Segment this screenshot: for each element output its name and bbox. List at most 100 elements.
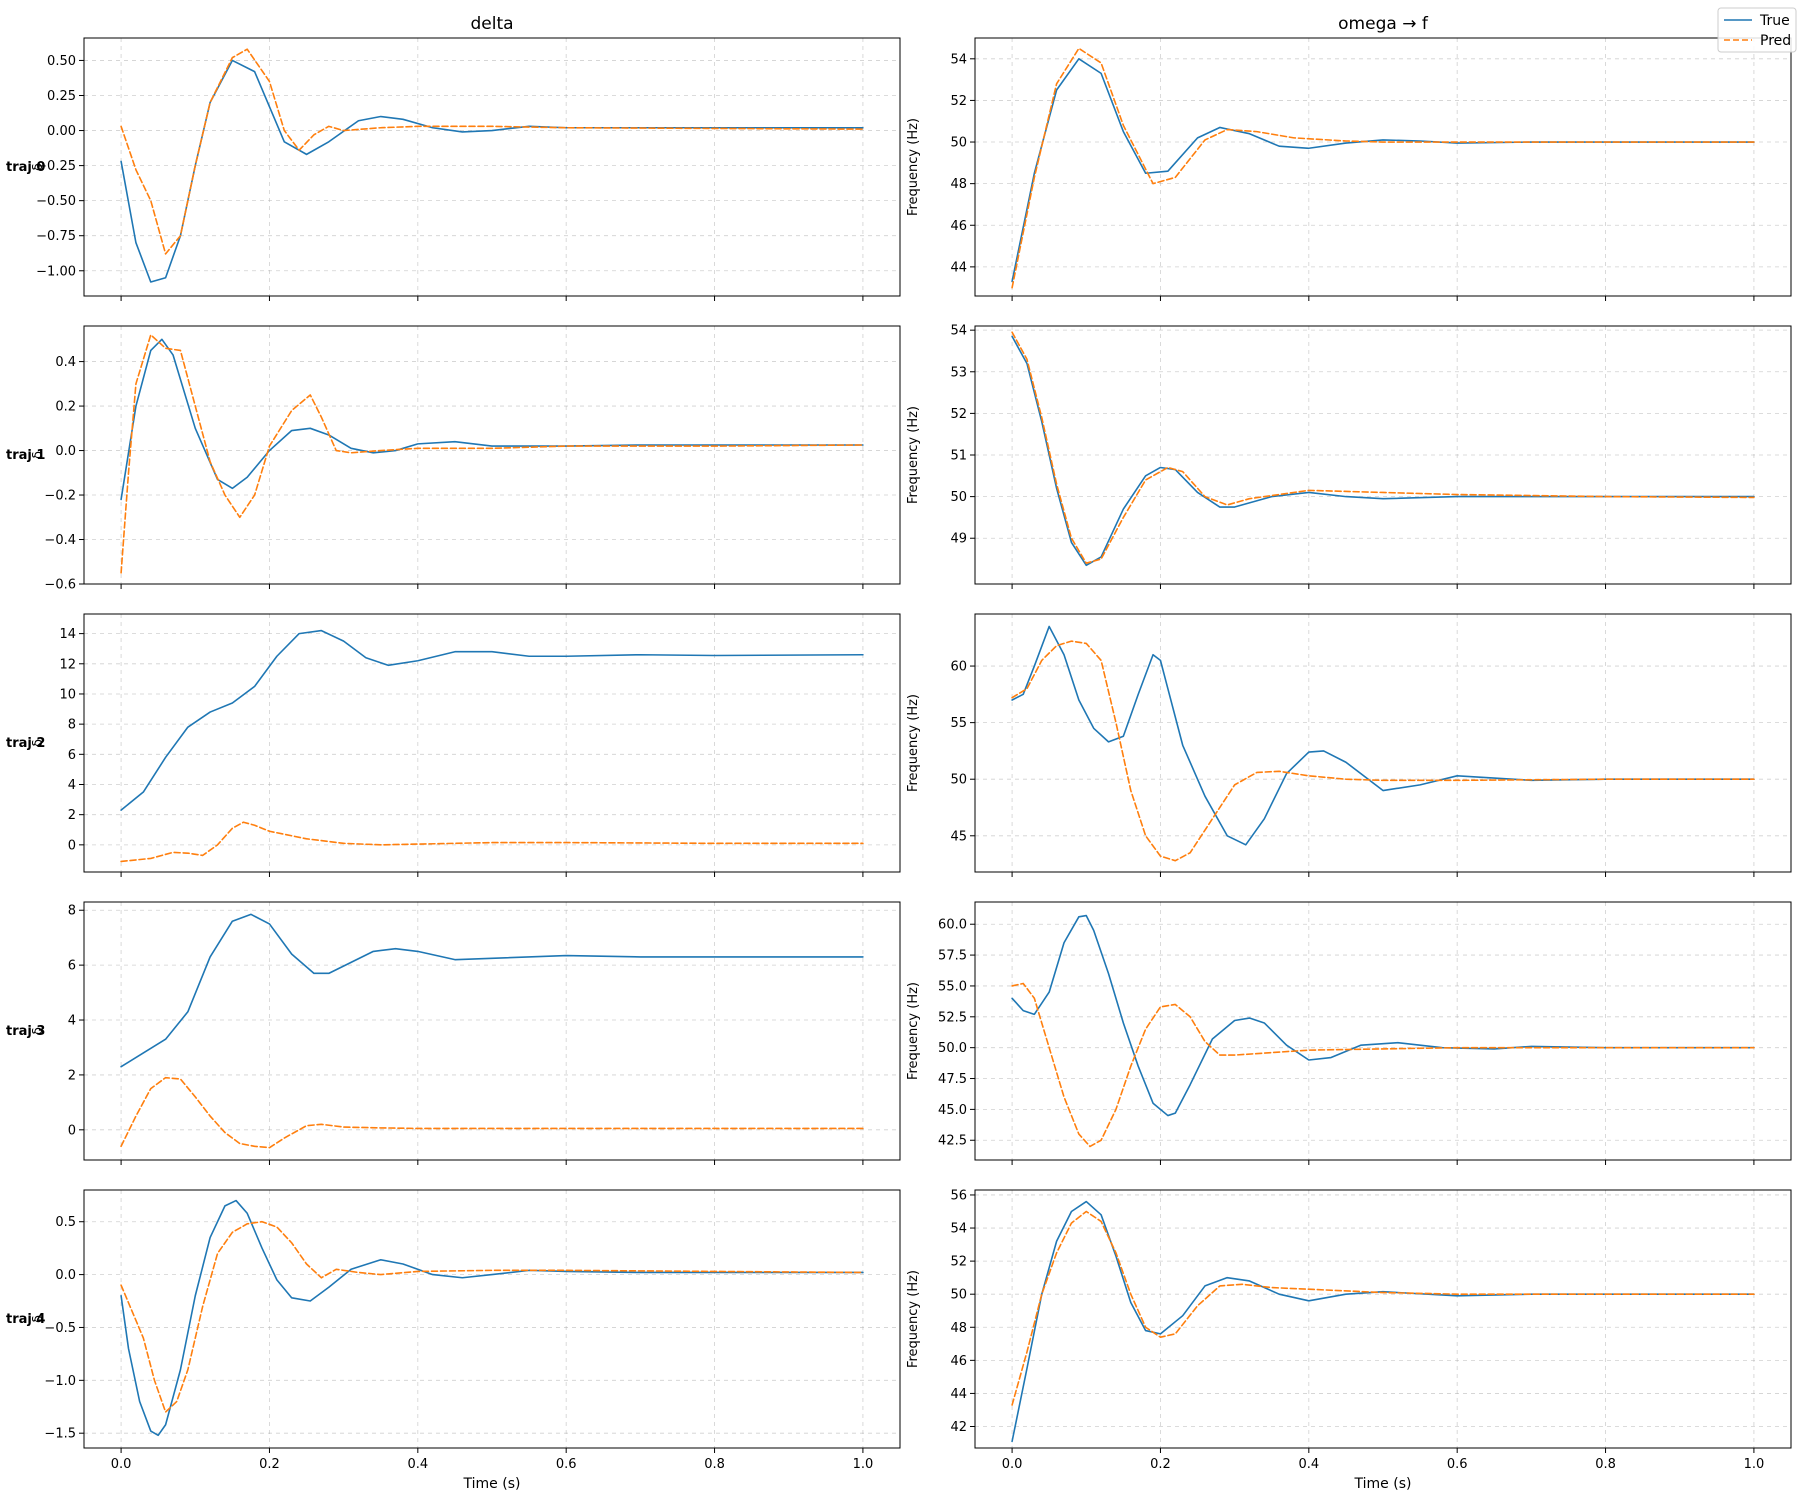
y-tick-label: 45	[950, 829, 967, 844]
x-tick-label: 0.6	[1447, 1457, 1468, 1472]
y-tick-label: 42	[950, 1420, 967, 1435]
y-tick-label: 4	[68, 1014, 76, 1029]
y-tick-label: 42.5	[938, 1134, 967, 1149]
y-tick-label: 14	[59, 627, 76, 642]
series-line-pred	[120, 1076, 864, 1149]
series-line-true	[1011, 914, 1755, 1117]
row-label-traj-1: traj 1	[6, 448, 45, 463]
panel-delta-traj-1: −0.6 −0.4 −0.2 0.0 0.2 0.4 δ	[31, 325, 901, 593]
x-tick-label: 0.2	[259, 1457, 280, 1472]
series-line-pred	[120, 821, 864, 863]
y-axis-label: Frequency (Hz)	[906, 982, 921, 1080]
y-tick-label: 50	[950, 136, 967, 151]
y-tick-label: 6	[68, 748, 76, 763]
y-tick-label: 48	[950, 1321, 967, 1336]
panel-omega-traj-0: 44 46 48 50 52 54 Frequency (Hz)	[906, 37, 1792, 301]
subplot-grid: −1.00−0.75−0.50−0.250.000.250.50δ4446485…	[31, 37, 1792, 1472]
y-tick-label: 46	[950, 219, 967, 234]
y-tick-label: 60.0	[938, 918, 967, 933]
y-tick-label: 54	[950, 1222, 967, 1237]
y-tick-label: −0.4	[44, 533, 76, 548]
y-tick-label: 0	[68, 838, 76, 853]
panel-omega-traj-2: 45 50 55 60 Frequency (Hz)	[906, 613, 1792, 877]
y-tick-label: 50	[950, 773, 967, 788]
row-label-traj-3: traj 3	[6, 1024, 45, 1039]
row-label-traj-4: traj 4	[6, 1312, 45, 1327]
y-tick-label: 48	[950, 177, 967, 192]
panel-delta-traj-3: 0 2 4 6 8 δ	[31, 901, 901, 1165]
y-tick-label: 47.5	[938, 1072, 967, 1087]
y-tick-label: −0.6	[44, 578, 76, 593]
y-tick-label: −0.75	[36, 229, 76, 244]
y-tick-label: 0.50	[47, 54, 76, 69]
series-line-true	[1011, 625, 1755, 846]
y-tick-label: 49	[950, 532, 967, 547]
x-tick-label: 0.0	[1002, 1457, 1023, 1472]
x-tick-label: 1.0	[853, 1457, 874, 1472]
y-tick-label: −1.00	[36, 264, 76, 279]
panel-delta-traj-1-frame	[83, 325, 901, 585]
legend-frame	[1717, 7, 1797, 53]
series-line-true	[120, 1199, 864, 1437]
panel-delta-traj-4-frame	[83, 1189, 901, 1449]
panel-omega-traj-2-frame	[974, 613, 1792, 873]
y-tick-label: 54	[950, 324, 967, 339]
panel-delta-traj-0-frame	[83, 37, 901, 297]
panel-omega-traj-3-frame	[974, 901, 1792, 1161]
series-line-pred	[1011, 1210, 1755, 1406]
panel-delta-traj-2: 0 2 4 6 8 10 12 14 δ	[31, 613, 901, 877]
y-tick-label: 50.0	[938, 1041, 967, 1056]
x-axis-label-omega: Time (s)	[1354, 1476, 1412, 1492]
y-tick-label: 55.0	[938, 979, 967, 994]
series-line-true	[120, 338, 864, 501]
y-tick-label: 4	[68, 778, 76, 793]
y-tick-label: 44	[950, 1387, 967, 1402]
series-line-true	[1011, 335, 1755, 567]
x-tick-label: 1.0	[1744, 1457, 1765, 1472]
series-line-pred	[1011, 331, 1755, 564]
x-tick-label: 0.6	[556, 1457, 577, 1472]
y-tick-label: 53	[950, 365, 967, 380]
x-tick-label: 0.8	[704, 1457, 725, 1472]
y-tick-label: −0.50	[36, 194, 76, 209]
panel-delta-traj-4-plot-area	[84, 1190, 900, 1448]
series-line-pred	[1011, 47, 1755, 289]
panel-delta-traj-2-plot-area	[84, 614, 900, 872]
panel-delta-traj-2-frame	[83, 613, 901, 873]
x-tick-label: 0.4	[1298, 1457, 1319, 1472]
panel-delta-traj-0: −1.00 −0.75 −0.50 −0.25 0.00 0.25 0.50 δ	[31, 37, 901, 301]
y-tick-label: −0.2	[44, 489, 76, 504]
row-label-traj-2: traj 2	[6, 736, 45, 751]
panel-delta-traj-3-plot-area	[84, 902, 900, 1160]
series-line-pred	[120, 48, 864, 255]
legend-label-true: True	[1759, 13, 1790, 29]
y-tick-label: 0.2	[55, 400, 76, 415]
y-tick-label: 55	[950, 716, 967, 731]
y-tick-label: 56	[950, 1188, 967, 1203]
series-line-true	[120, 913, 864, 1068]
y-tick-label: 52	[950, 1255, 967, 1270]
y-tick-label: 54	[950, 52, 967, 67]
panel-omega-traj-4-plot-area	[975, 1190, 1791, 1448]
y-tick-label: 52	[950, 94, 967, 109]
series-line-pred	[120, 334, 864, 574]
y-axis-label: δ	[31, 163, 46, 171]
panel-omega-traj-1: 49 50 51 52 53 54 Frequency (Hz)	[906, 324, 1792, 589]
y-tick-label: 52	[950, 407, 967, 422]
y-tick-label: −0.5	[44, 1321, 76, 1336]
y-tick-label: 8	[68, 718, 76, 733]
legend-label-pred: Pred	[1760, 33, 1791, 49]
y-tick-label: −1.0	[44, 1374, 76, 1389]
column-title-omega: omega → f	[1338, 14, 1429, 34]
column-title-delta: delta	[470, 14, 513, 34]
y-tick-label: 45.0	[938, 1103, 967, 1118]
y-tick-label: 50	[950, 490, 967, 505]
panel-omega-traj-3: 42.5 45.0 47.5 50.0 52.5 55.0 57.5 60.0 Frequenc…	[906, 901, 1792, 1165]
panel-delta-traj-3-frame	[83, 901, 901, 1161]
y-axis-label: Frequency (Hz)	[906, 406, 921, 504]
series-line-true	[120, 629, 864, 811]
y-axis-label: δ	[31, 1027, 46, 1035]
x-axis-label-delta: Time (s)	[463, 1476, 521, 1492]
legend: True Pred	[1717, 7, 1797, 53]
